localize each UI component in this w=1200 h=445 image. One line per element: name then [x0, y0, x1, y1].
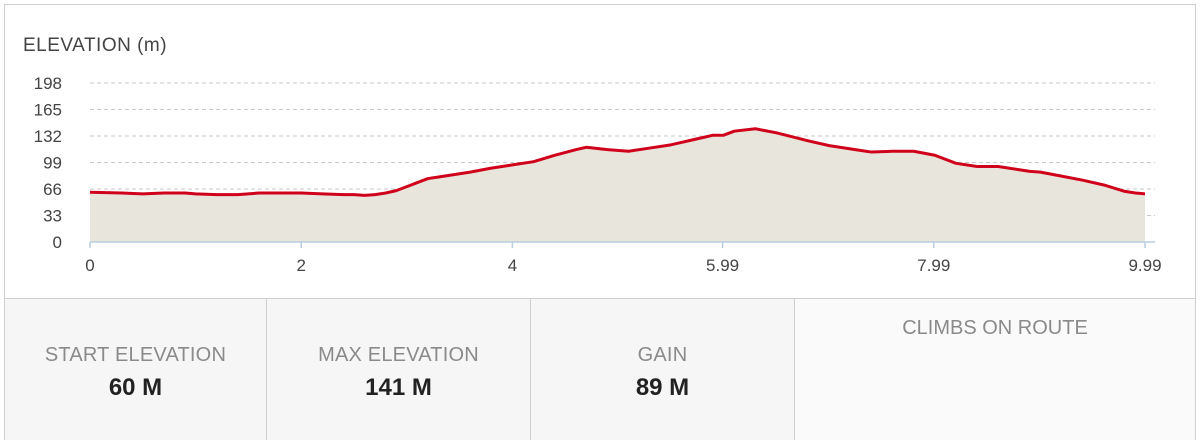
- stat-label: MAX ELEVATION: [318, 344, 479, 366]
- climbs-on-route-section: CLIMBS ON ROUTE: [795, 299, 1195, 440]
- stat-max-elevation: MAX ELEVATION 141 M: [267, 299, 531, 440]
- x-tick-label: 5.99: [706, 256, 739, 275]
- elevation-chart-svg: 0 33 66 99 132 165 198 0 2 4 5.99 7.99 9.99: [34, 74, 1162, 275]
- y-tick-label: 33: [43, 207, 62, 226]
- y-tick-label: 0: [53, 233, 62, 252]
- climbs-on-route-label: CLIMBS ON ROUTE: [902, 317, 1088, 339]
- elevation-chart: ELEVATION (m) 0 33 66 99 132 165 198 0 2 4 5.99 7.9…: [5, 5, 1195, 298]
- stat-label: START ELEVATION: [44, 344, 227, 366]
- elevation-area: [90, 128, 1145, 242]
- x-tick-label: 0: [85, 256, 94, 275]
- elevation-panel: ELEVATION (m) 0 33 66 99 132 165 198 0 2 4 5.99 7.9…: [4, 4, 1196, 440]
- stat-value: 60 M: [108, 374, 163, 401]
- elevation-line: [89, 127, 1146, 197]
- stat-value: 141 M: [365, 374, 432, 401]
- stat-label: GAIN: [637, 344, 688, 366]
- x-tick-label: 2: [296, 256, 305, 275]
- y-tick-label: 66: [43, 180, 62, 199]
- chart-title: ELEVATION (m): [23, 35, 168, 56]
- y-tick-label: 99: [43, 154, 62, 173]
- stat-start-elevation: START ELEVATION 60 M: [5, 299, 267, 440]
- y-tick-label: 198: [34, 74, 62, 93]
- x-tick-label: 9.99: [1128, 256, 1161, 275]
- x-tick-label: 7.99: [917, 256, 950, 275]
- y-tick-label: 165: [34, 101, 62, 120]
- stats-bar: START ELEVATION 60 M MAX ELEVATION 141 M…: [5, 298, 1195, 440]
- stat-gain: GAIN 89 M: [531, 299, 795, 440]
- stat-value: 89 M: [635, 374, 690, 401]
- y-tick-label: 132: [34, 127, 62, 146]
- x-tick-label: 4: [508, 256, 517, 275]
